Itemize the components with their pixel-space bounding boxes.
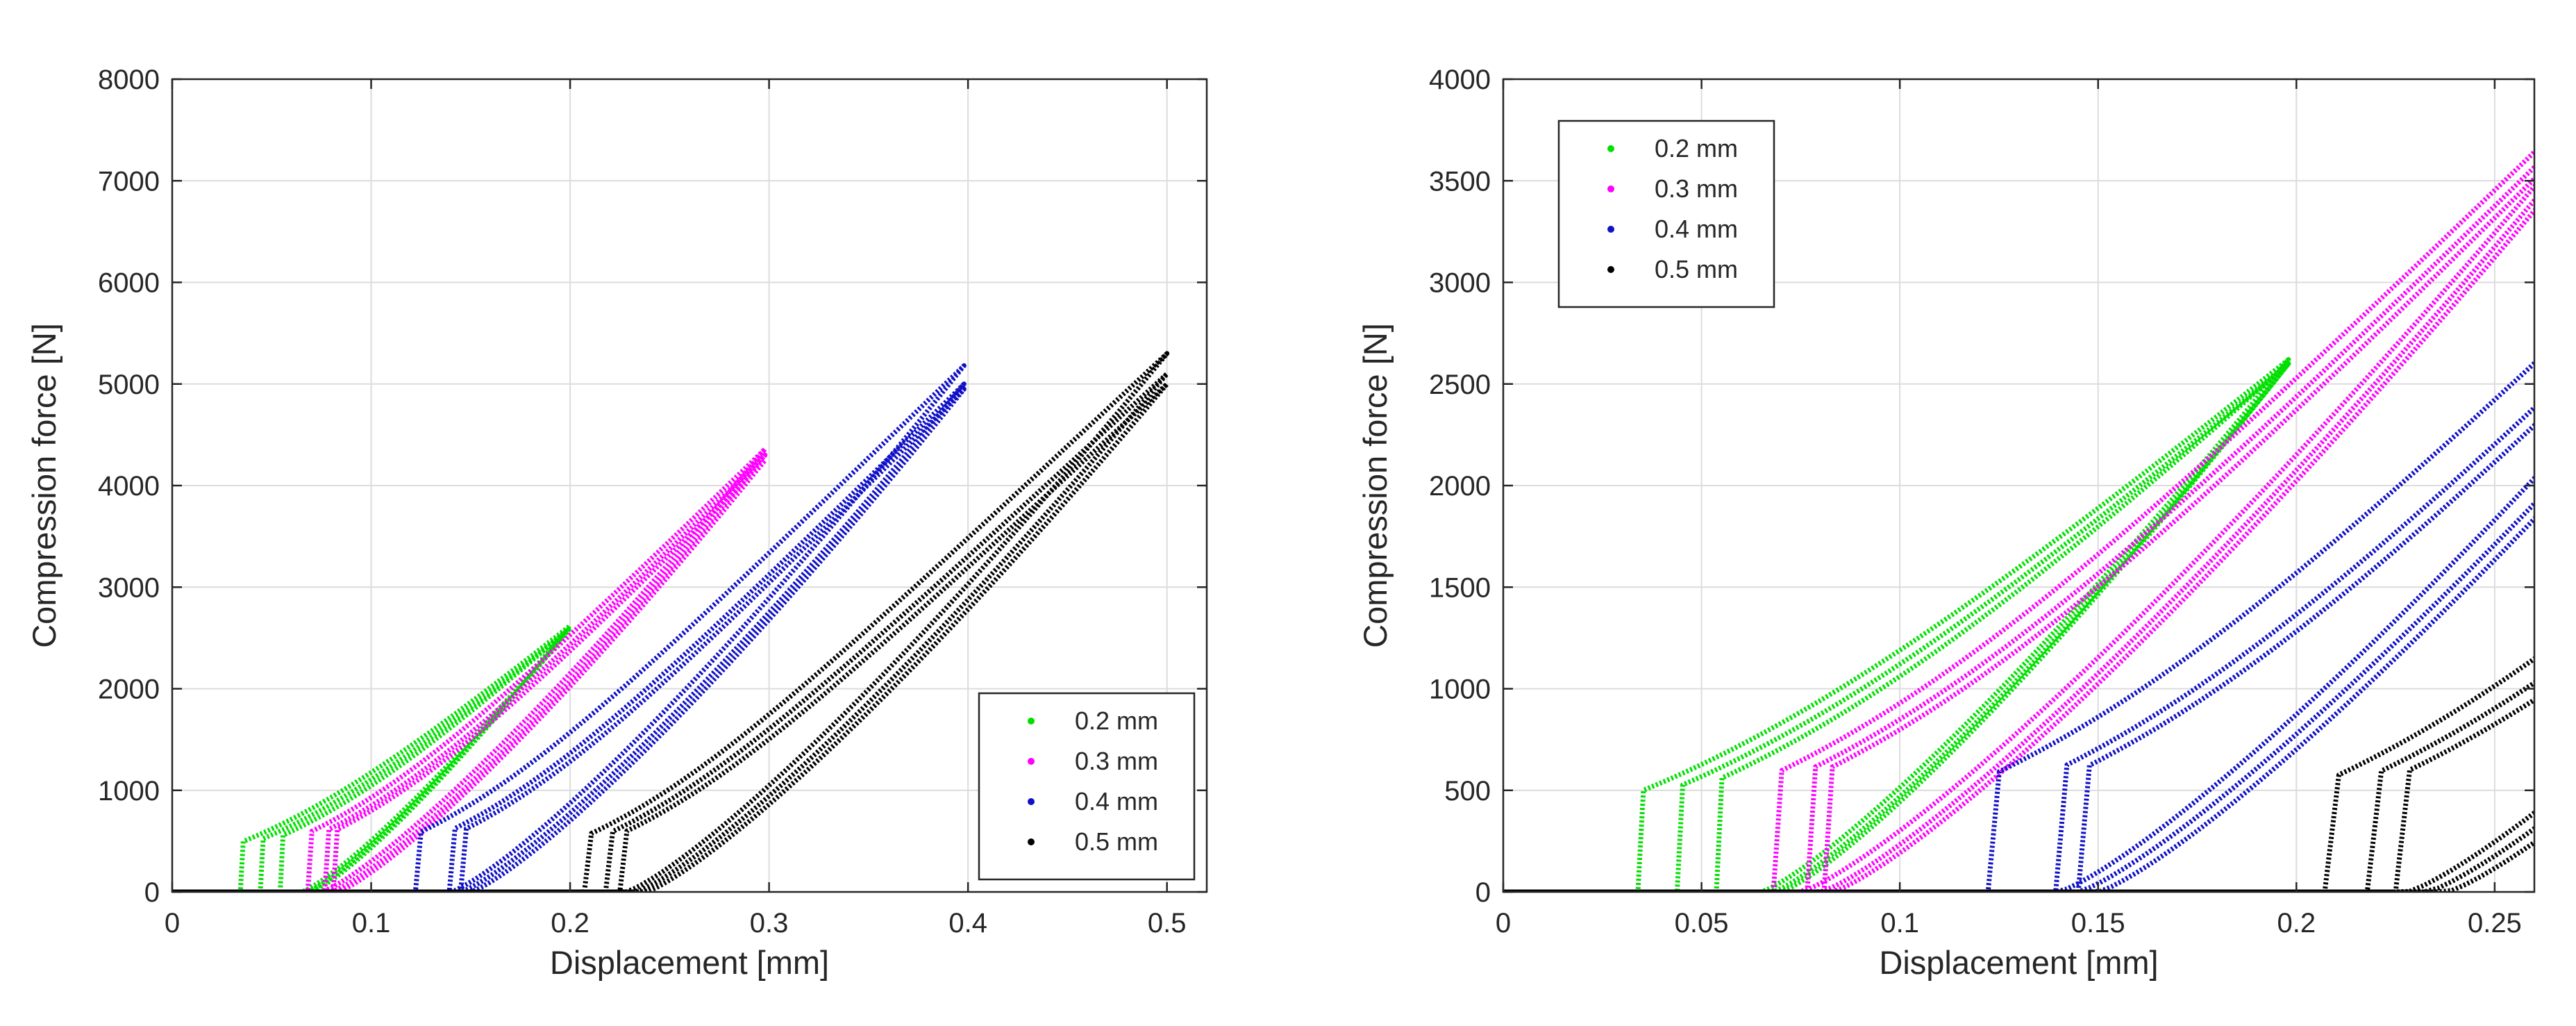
series-3-loop-3 [172,386,967,892]
y-tick-label: 3000 [1429,268,1491,299]
legend-box [1557,119,1775,308]
series-3-loop-1 [1503,360,2534,892]
y-tick-label: 500 [1444,776,1491,806]
y-tick-label: 5000 [98,370,160,400]
series-2-loop-3 [1503,175,2534,892]
x-tick-label: 0.2 [551,908,589,938]
chart-right: 0 0.05 0.1 0.15 0.2 0.25 0 500 1000 1500 2000 2500 3… [1357,65,2536,981]
legend-label: 0.5 mm [1655,255,1738,283]
series-2-loop-2 [1503,163,2534,892]
y-tick-label: 3500 [1429,166,1491,197]
chart-left: 0 0.1 0.2 0.3 0.4 0.5 0 1000 2000 3000 4000 5000 600… [26,65,1208,981]
y-tick-label: 2000 [98,675,160,705]
series-1-loop-3 [1503,361,2291,892]
legend-label: 0.4 mm [1075,787,1158,816]
y-tick-label: 0 [1475,877,1491,908]
legend-marker [1028,718,1035,725]
x-tick-label: 0.05 [1675,908,1729,938]
y-tick-label: 0 [144,877,160,908]
series-2-loop-3 [172,457,768,892]
legend-marker [1028,838,1035,845]
series-0-5-mm [172,351,1170,892]
data-series [1503,149,2534,892]
y-tick-label: 3000 [98,572,160,603]
x-tick-label: 0.5 [1148,908,1187,938]
x-tick-label: 0.3 [750,908,789,938]
y-tick-label: 1000 [1429,675,1491,705]
series-0-3-mm [1503,149,2534,892]
legend-label: 0.3 mm [1655,174,1738,203]
y-tick-label: 8000 [98,65,160,95]
y-tick-label: 4000 [1429,65,1491,95]
legend-marker [1607,185,1614,192]
series-4-loop-1 [172,351,1170,892]
legend: 0.2 mm 0.3 mm 0.4 mm 0.5 mm [978,692,1196,881]
series-1-loop-3 [172,625,573,892]
series-0-4-mm [1503,360,2534,892]
y-tick-label: 2500 [1429,370,1491,400]
y-tick-label: 1500 [1429,572,1491,603]
x-tick-label: 0.25 [2468,908,2522,938]
series-3-loop-1 [172,363,967,892]
x-tick-label: 0.1 [1880,908,1919,938]
legend-marker [1607,145,1614,152]
legend-label: 0.2 mm [1075,706,1158,735]
series-0-3-mm [172,446,768,892]
series-0-4-mm [172,363,967,892]
y-axis-label: Compression force [N] [1357,323,1394,648]
y-tick-label: 6000 [98,268,160,299]
legend-marker [1028,758,1035,765]
series-2-loop-2 [172,452,768,892]
x-axis-label: Displacement [mm] [550,944,829,981]
legend: 0.2 mm 0.3 mm 0.4 mm 0.5 mm [1557,119,1775,308]
x-axis-label: Displacement [mm] [1879,944,2158,981]
series-3-loop-2 [172,381,967,892]
y-tick-label: 4000 [98,471,160,502]
grid [172,78,1207,893]
data-series [172,351,1170,892]
y-axis-label: Compression force [N] [26,323,62,648]
series-1-loop-2 [1503,361,2291,892]
legend-marker [1607,226,1614,233]
y-tick-label: 7000 [98,166,160,197]
legend-marker [1028,798,1035,805]
x-tick-label: 0.4 [948,908,987,938]
x-tick-label: 0.1 [352,908,391,938]
y-tick-label: 1000 [98,776,160,806]
x-tick-label: 0 [165,908,180,938]
legend-label: 0.3 mm [1075,747,1158,775]
legend-label: 0.5 mm [1075,827,1158,856]
series-2-loop-1 [172,446,768,892]
legend-box [978,692,1196,881]
legend-label: 0.4 mm [1655,215,1738,243]
series-1-loop-2 [172,625,573,892]
legend-label: 0.2 mm [1655,134,1738,163]
x-tick-label: 0.2 [2277,908,2316,938]
x-tick-label: 0.15 [2071,908,2125,938]
legend-marker [1607,266,1614,273]
y-tick-label: 2000 [1429,471,1491,502]
x-tick-label: 0 [1496,908,1511,938]
